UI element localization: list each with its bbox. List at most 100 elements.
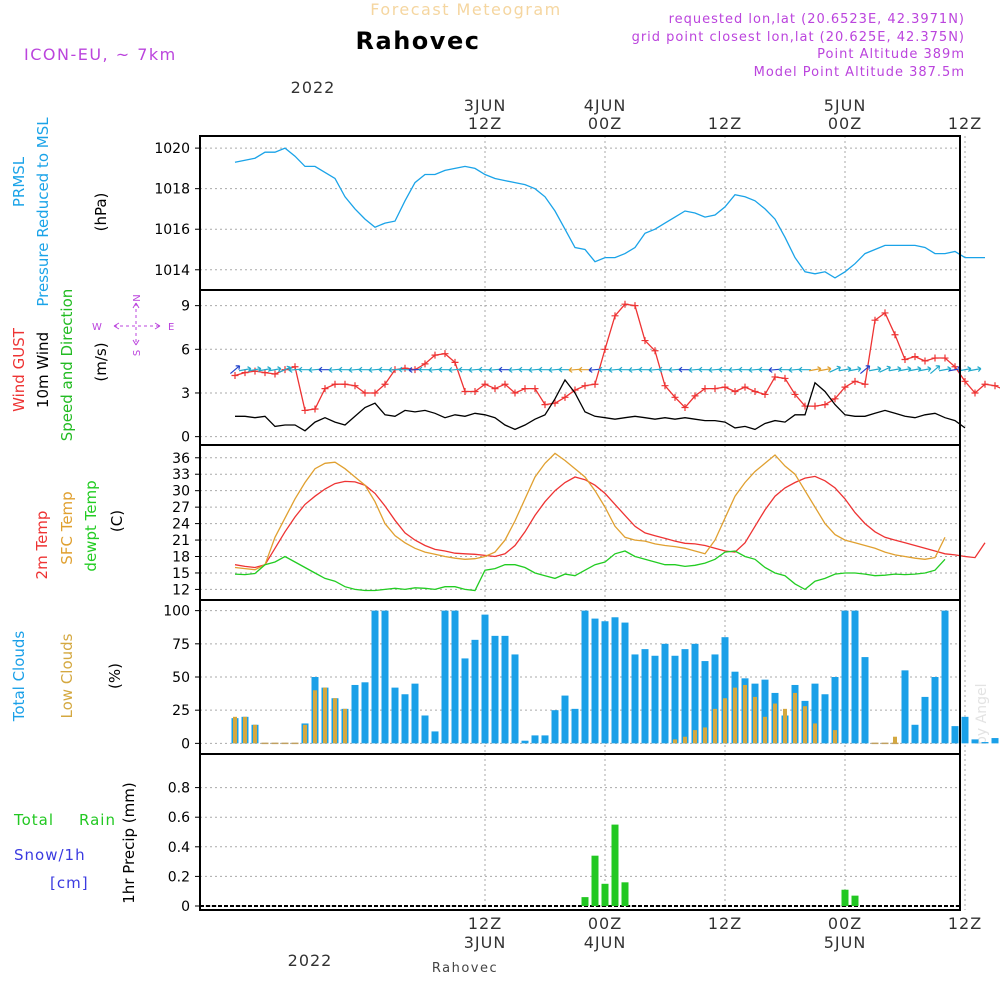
low-cloud-bar	[673, 739, 677, 744]
total-cloud-bar	[371, 610, 379, 744]
gust-marker	[621, 300, 629, 308]
gust-marker	[721, 383, 729, 391]
gust-marker	[671, 393, 679, 401]
wind-direction-arrow	[829, 365, 841, 373]
clouds-panel: 0 25 50 75 100	[163, 599, 999, 755]
compass-rose: N S W E	[92, 294, 174, 356]
total-cloud-bar	[361, 682, 369, 744]
low-cloud-bar	[763, 716, 767, 744]
y-tick-label: 1014	[154, 263, 190, 279]
gust-marker	[821, 401, 829, 409]
total-cloud-bar	[721, 637, 729, 744]
gust-marker	[491, 385, 499, 393]
gust-marker	[431, 351, 439, 359]
wind-direction-arrow	[930, 365, 941, 374]
total-cloud-bar	[981, 742, 989, 744]
total-cloud-bar	[641, 649, 649, 744]
top-hour-label: 00Z	[828, 114, 862, 133]
y-tick-label: 18	[172, 550, 190, 566]
label-pressure-msl: Pressure Reduced to MSL	[34, 117, 52, 307]
footer-location: Rahovec	[432, 961, 498, 976]
top-hour-label: 00Z	[588, 114, 622, 133]
panel-frame	[199, 289, 961, 446]
total-cloud-bar	[531, 735, 539, 744]
label-10m-wind: 10m Wind	[34, 332, 52, 408]
gust-marker	[681, 404, 689, 412]
low-cloud-bar	[833, 730, 837, 744]
top-hour-label: 12Z	[708, 114, 742, 133]
top-hour-label: 12Z	[948, 114, 982, 133]
gust-marker	[531, 385, 539, 393]
wind-direction-arrow	[798, 366, 811, 373]
bottom-hour-label: 00Z	[588, 914, 622, 933]
y-tick-label: 27	[172, 500, 190, 516]
low-cloud-bar	[893, 736, 897, 744]
low-cloud-bar	[753, 696, 757, 744]
total-cloud-bar	[991, 738, 999, 744]
total-cloud-bar	[691, 643, 699, 744]
y-tick-label: 21	[172, 533, 190, 549]
rain-bar	[591, 855, 599, 906]
low-cloud-bar	[343, 708, 347, 744]
total-cloud-bar	[391, 687, 399, 744]
gust-marker	[371, 389, 379, 397]
bottom-hour-label: 12Z	[708, 914, 742, 933]
year-label-top: 2022	[291, 78, 336, 97]
gust-marker	[521, 385, 529, 393]
total-cloud-bar	[411, 683, 419, 744]
location-title: Rahovec	[356, 27, 481, 55]
low-cloud-bar	[313, 690, 317, 744]
top-time-axis: 3JUN12Z4JUN00Z12Z5JUN00Z12Z6JUN00Z	[464, 96, 982, 133]
total-cloud-bar	[471, 639, 479, 744]
gust-marker	[471, 388, 479, 396]
y-tick-label: 0	[181, 430, 190, 446]
series-line-prmsl	[234, 147, 985, 279]
label-ms: (m/s)	[92, 342, 110, 381]
total-cloud-bar	[671, 655, 679, 744]
total-cloud-bar	[951, 726, 959, 744]
bottom-hour-label: 12Z	[468, 914, 502, 933]
total-cloud-bar	[621, 622, 629, 744]
gridpoint-coords: grid point closest lon,lat (20.625E, 42.…	[632, 30, 965, 45]
gust-marker	[351, 382, 359, 390]
series-line-wind-gust	[234, 303, 1000, 412]
total-cloud-bar	[421, 715, 429, 744]
y-tick-label: 15	[172, 566, 190, 582]
bottom-hour-label: 00Z	[828, 914, 862, 933]
gust-marker	[651, 347, 659, 355]
rain-bar	[601, 883, 609, 906]
y-tick-label: 3	[181, 386, 190, 402]
y-tick-label: 0	[181, 899, 190, 915]
label-dewpt-temp: dewpt Temp	[82, 480, 100, 571]
gust-marker	[561, 393, 569, 401]
legend-rain: Rain	[79, 811, 116, 829]
gust-marker	[631, 302, 639, 310]
legend-total: Total	[13, 811, 54, 829]
total-cloud-bar	[851, 610, 859, 744]
top-date-label: 5JUN	[824, 96, 867, 115]
total-cloud-bar	[571, 708, 579, 744]
bottom-date-label: 4JUN	[584, 933, 627, 952]
gust-marker	[881, 309, 889, 317]
total-cloud-bar	[821, 694, 829, 744]
gust-marker	[421, 360, 429, 368]
y-tick-label: 1016	[154, 222, 190, 238]
rain-bar	[621, 882, 629, 906]
low-cloud-bar	[243, 716, 247, 744]
total-cloud-bar	[511, 654, 519, 744]
gust-marker	[611, 312, 619, 320]
label-2m-temp: 2m Temp	[33, 511, 51, 580]
rain-bar	[581, 897, 589, 906]
y-tick-label: 6	[181, 342, 190, 358]
series-line-dewpt-temp	[234, 550, 946, 592]
gust-marker	[231, 372, 239, 380]
low-cloud-bar	[743, 684, 747, 744]
total-cloud-bar	[481, 614, 489, 744]
total-cloud-bar	[501, 635, 509, 744]
compass-e: E	[168, 322, 174, 333]
y-tick-label: 25	[172, 703, 190, 719]
rain-bar	[841, 889, 849, 906]
gust-marker	[911, 353, 919, 361]
gust-marker	[961, 377, 969, 385]
